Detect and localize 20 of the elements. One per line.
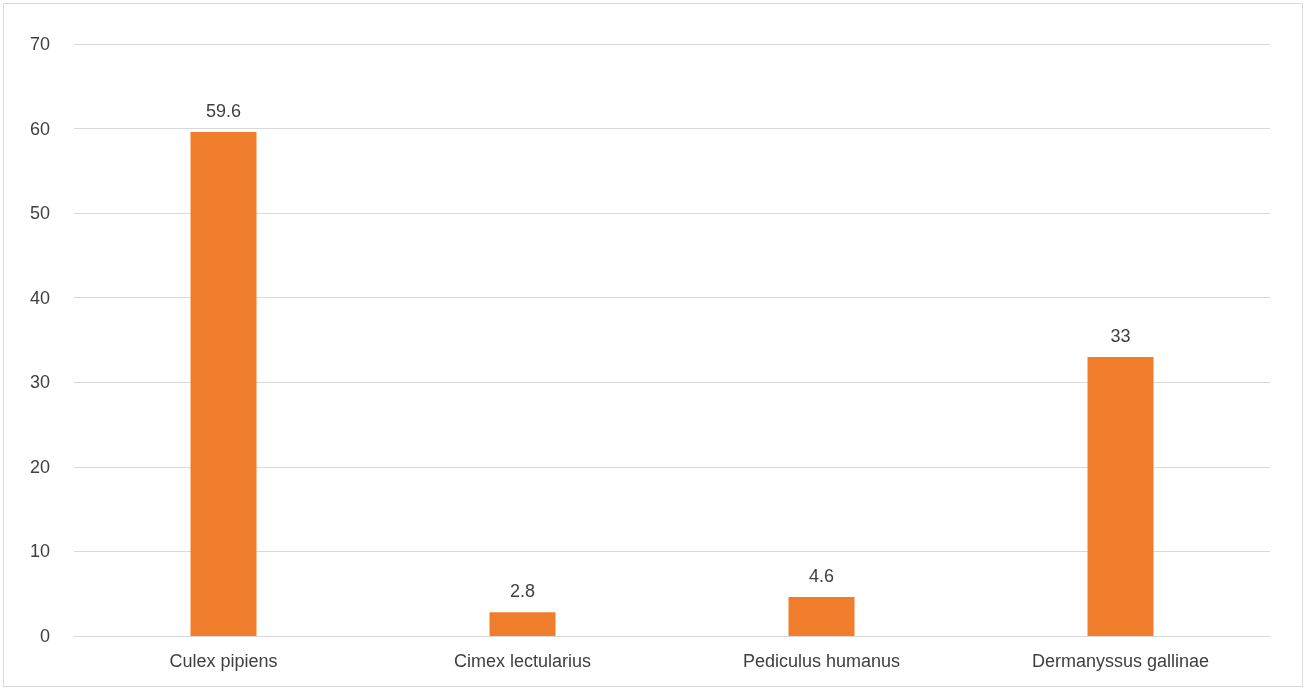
bar (788, 597, 855, 636)
data-label: 33 (1110, 325, 1131, 346)
y-tick-label: 30 (29, 372, 50, 393)
x-tick-label: Cimex lectularius (453, 651, 592, 671)
data-label: 4.6 (808, 566, 835, 587)
y-tick-label: 0 (39, 626, 50, 646)
y-tick-label: 50 (29, 203, 50, 224)
y-tick-label: 60 (29, 118, 50, 139)
data-label: 2.8 (509, 581, 536, 602)
y-tick-label: 40 (29, 287, 50, 308)
y-tick-label: 20 (29, 456, 50, 477)
x-tick-label: Culex pipiens (169, 651, 278, 671)
y-tick-label: 10 (29, 541, 50, 562)
bar (190, 131, 257, 636)
bar (489, 612, 556, 636)
x-tick-label: Dermanyssus gallinae (1031, 651, 1210, 671)
data-label: 59.6 (205, 100, 242, 121)
x-tick-label: Pediculus humanus (742, 651, 901, 671)
y-tick-label: 70 (29, 34, 50, 54)
bar (1087, 356, 1154, 636)
